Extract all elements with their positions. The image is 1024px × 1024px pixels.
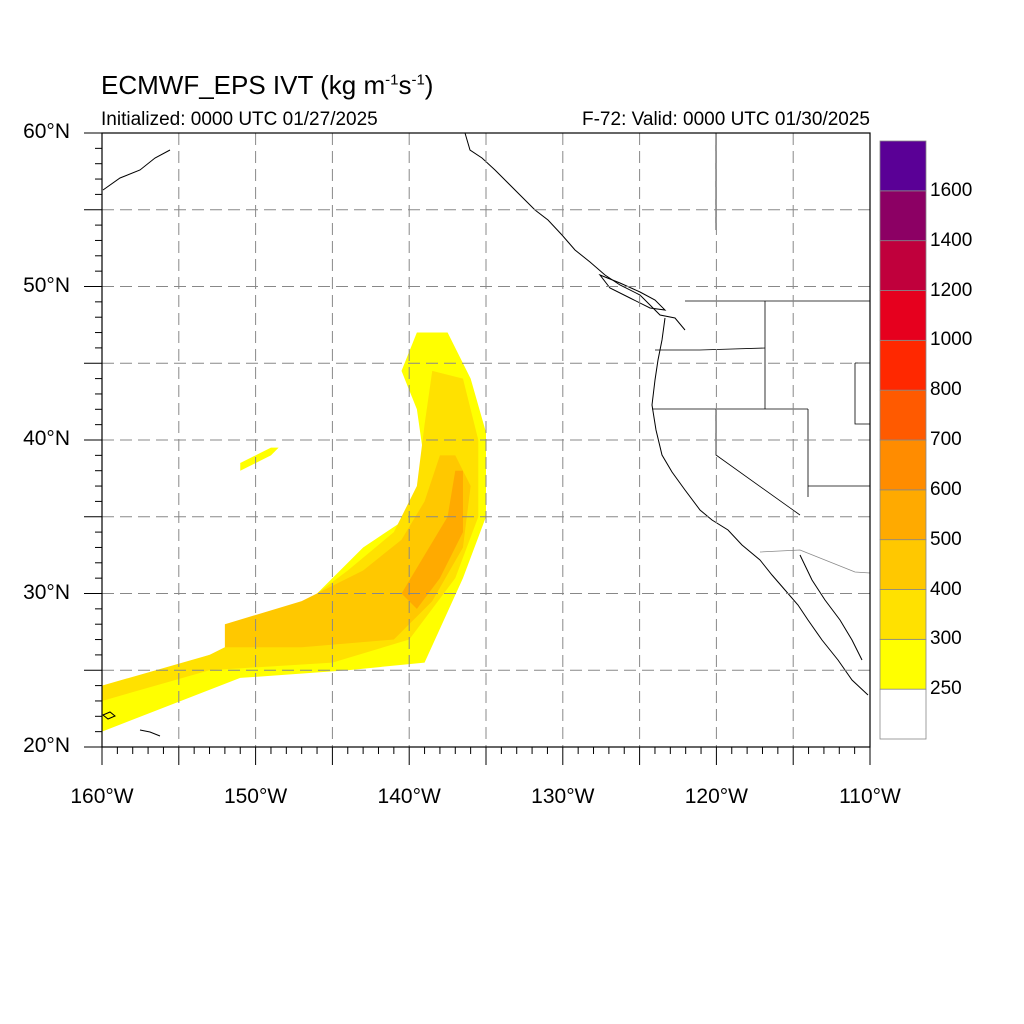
- colorbar-label: 250: [930, 678, 962, 700]
- ivt-islet: [240, 447, 279, 471]
- colorbar: [879, 140, 927, 740]
- map-title: ECMWF_EPS IVT (kg m-1s-1): [101, 70, 434, 100]
- coastlines: [102, 132, 869, 737]
- coastline-us-west: [651, 317, 869, 696]
- ivt-field: [102, 332, 486, 732]
- lon-label: 160°W: [70, 785, 134, 808]
- colorbar-label: 400: [930, 578, 962, 600]
- colorbar-swatch: [879, 439, 927, 491]
- coastline-vancouver-island: [598, 273, 667, 311]
- lon-label: 120°W: [684, 785, 749, 808]
- lat-label: 50°N: [23, 273, 70, 297]
- colorbar-swatch: [879, 339, 927, 391]
- lon-label: 140°W: [377, 785, 441, 808]
- colorbar-label: 500: [930, 528, 962, 550]
- border-mt-east: [854, 362, 870, 425]
- colorbar-label: 1200: [930, 279, 973, 301]
- coastline-baja: [799, 554, 863, 661]
- colorbar-swatch: [879, 190, 927, 242]
- colorbar-swatch: [879, 489, 927, 541]
- border-wa-or: [655, 347, 766, 351]
- map-frame: [101, 132, 871, 748]
- lat-label: 20°N: [23, 734, 70, 757]
- lon-label: 130°W: [531, 785, 595, 808]
- lat-label: 60°N: [23, 120, 70, 143]
- colorbar-swatch: [879, 688, 927, 740]
- colorbar-swatch: [879, 638, 927, 690]
- coastline-alaska-west: [102, 149, 171, 191]
- colorbar-label: 800: [930, 379, 962, 401]
- state-borders: [652, 133, 871, 574]
- colorbar-label: 1400: [930, 229, 973, 251]
- lon-label: 110°W: [839, 785, 901, 808]
- ivt-plume-500: [401, 470, 463, 609]
- colorbar-swatch: [879, 589, 927, 640]
- coastline-northwest: [464, 132, 686, 331]
- lat-label: 30°N: [23, 580, 70, 604]
- colorbar-swatch: [879, 539, 927, 590]
- colorbar-swatch: [879, 140, 927, 192]
- graticule: [102, 133, 870, 747]
- colorbar-label: 300: [930, 628, 962, 650]
- initialized-time: Initialized: 0000 UTC 01/27/2025: [101, 109, 378, 130]
- colorbar-label: 1000: [930, 329, 973, 351]
- colorbar-label: 1600: [930, 179, 973, 201]
- border-us-mexico: [759, 549, 871, 574]
- coastline-hawaii-2: [139, 729, 161, 737]
- axis-ticks: [84, 132, 871, 765]
- colorbar-swatch: [879, 240, 927, 291]
- colorbar-swatch: [879, 389, 927, 441]
- colorbar-label: 600: [930, 478, 962, 500]
- border-nv-west: [715, 409, 801, 516]
- lon-label: 150°W: [223, 785, 288, 808]
- colorbar-label: 700: [930, 429, 962, 450]
- lat-label: 40°N: [23, 427, 70, 450]
- coastline-hawaii: [102, 711, 116, 720]
- colorbar-swatch: [879, 290, 927, 341]
- valid-time: F-72: Valid: 0000 UTC 01/30/2025: [582, 109, 870, 130]
